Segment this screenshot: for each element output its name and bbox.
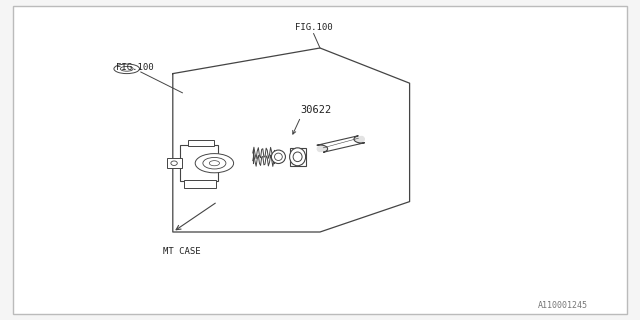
FancyBboxPatch shape	[13, 6, 627, 314]
Circle shape	[209, 161, 220, 166]
Circle shape	[203, 157, 226, 169]
FancyBboxPatch shape	[184, 180, 216, 188]
FancyBboxPatch shape	[290, 148, 306, 166]
Text: A110001245: A110001245	[538, 301, 588, 310]
FancyBboxPatch shape	[180, 145, 218, 181]
Text: FIG.100: FIG.100	[116, 63, 154, 72]
Ellipse shape	[271, 150, 285, 164]
Ellipse shape	[171, 161, 177, 165]
Polygon shape	[317, 136, 365, 152]
Ellipse shape	[293, 152, 302, 162]
Text: MT CASE: MT CASE	[163, 247, 201, 256]
FancyBboxPatch shape	[167, 158, 182, 168]
Ellipse shape	[120, 67, 133, 71]
Text: FIG.100: FIG.100	[295, 23, 332, 32]
Ellipse shape	[290, 148, 306, 166]
Ellipse shape	[114, 64, 140, 74]
Ellipse shape	[275, 153, 282, 161]
FancyBboxPatch shape	[188, 140, 214, 146]
Circle shape	[195, 154, 234, 173]
Text: 30622: 30622	[301, 105, 332, 115]
